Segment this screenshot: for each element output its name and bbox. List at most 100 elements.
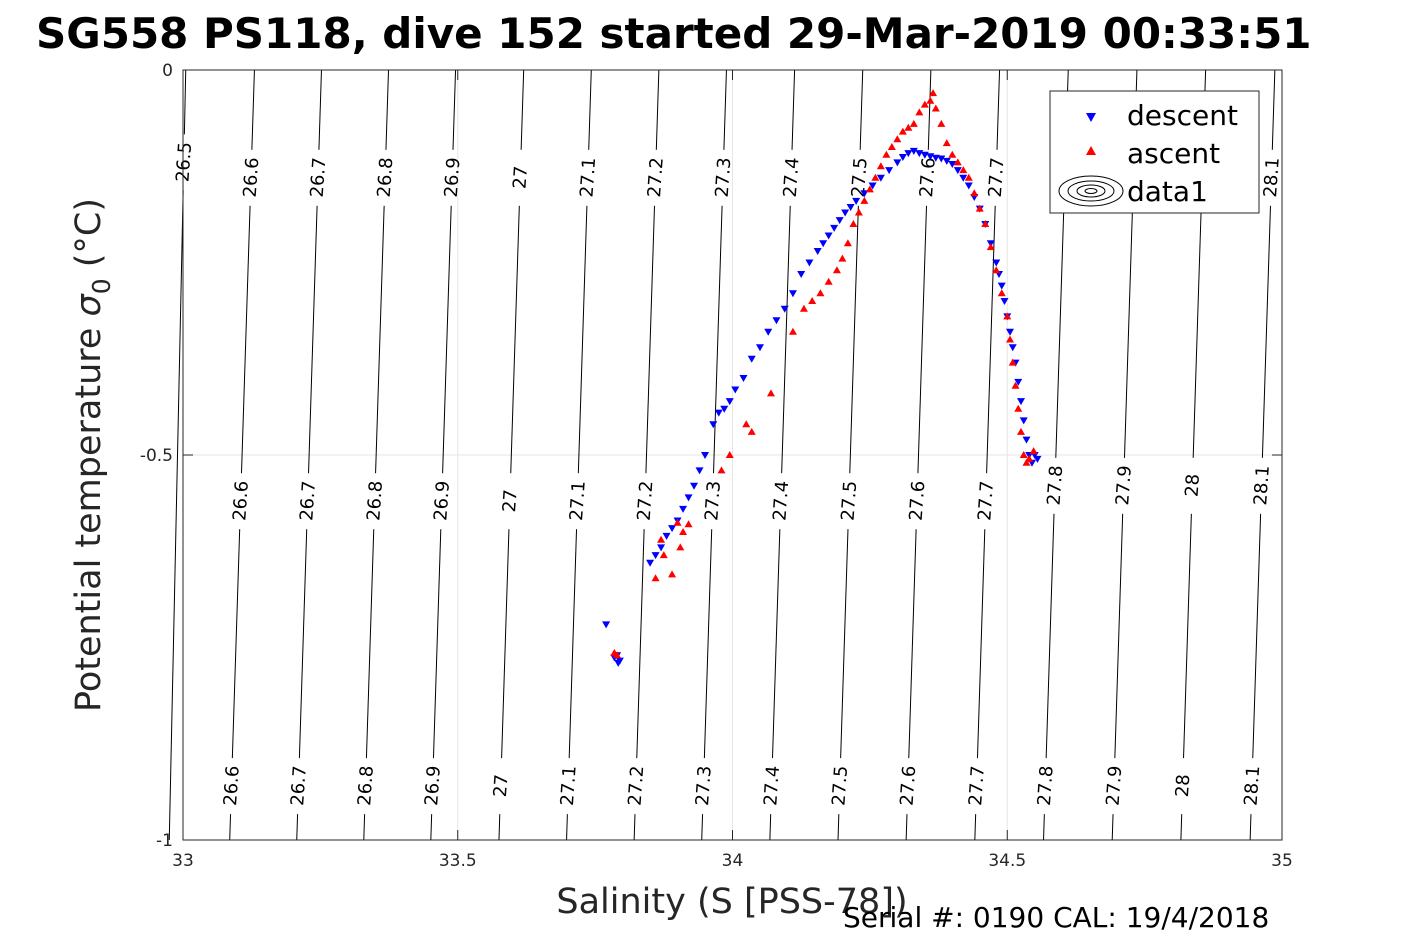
ascent-point xyxy=(915,108,924,116)
ascent-point xyxy=(876,162,885,170)
contour-label: 28 xyxy=(1182,473,1205,497)
ascent-point xyxy=(1011,381,1020,389)
descent-point xyxy=(898,154,907,162)
contour-label: 27.5 xyxy=(828,765,852,806)
descent-point xyxy=(695,467,704,475)
descent-point xyxy=(739,375,748,382)
descent-point xyxy=(690,482,699,490)
ascent-point xyxy=(1014,404,1023,412)
contour-line xyxy=(723,69,727,150)
ascent-point xyxy=(679,528,688,535)
descent-point xyxy=(614,659,623,667)
contour-line xyxy=(568,529,578,759)
contour-label: 27.5 xyxy=(848,157,872,198)
ascent-point xyxy=(742,420,751,428)
descent-point xyxy=(780,305,789,313)
data-series xyxy=(602,89,1042,667)
y-axis-label-main: Potential temperature xyxy=(69,316,109,712)
ascent-point xyxy=(1029,447,1038,455)
contour-26-7: 26.7 26.7 26.7 xyxy=(287,69,330,841)
contour-label: 26.6 xyxy=(229,480,253,521)
contour-line xyxy=(1114,513,1124,759)
descent-point xyxy=(868,182,877,190)
serial-cal-footer: Serial #: 0190 CAL: 19/4/2018 xyxy=(843,901,1269,934)
descent-point xyxy=(709,421,718,429)
contour-label: 26.6 xyxy=(220,765,244,806)
contour-label: 27.1 xyxy=(566,480,590,521)
contour-line xyxy=(713,205,723,474)
ascent-point xyxy=(1008,358,1017,366)
y-tick-label: -0.5 xyxy=(140,446,173,466)
contour-label: 27.4 xyxy=(780,157,804,198)
contour-26-9: 26.9 26.9 26.9 xyxy=(421,69,464,841)
contour-line xyxy=(1180,814,1183,841)
descent-point xyxy=(841,209,850,217)
ascent-point xyxy=(832,266,841,274)
contour-line xyxy=(771,529,781,759)
ascent-point xyxy=(970,189,979,197)
contour-label: 27.8 xyxy=(1044,465,1068,506)
ascent-point xyxy=(997,289,1006,297)
ascent-point xyxy=(824,277,833,285)
descent-point xyxy=(646,559,655,567)
contour-27-3: 27.3 27.3 27.3 xyxy=(692,69,735,841)
contour-27-5: 27.5 27.5 27.5 xyxy=(828,69,872,841)
contour-line xyxy=(588,69,592,150)
contour-label: 27.9 xyxy=(1103,765,1127,806)
contour-line xyxy=(701,814,704,841)
descent-point xyxy=(904,150,913,158)
contour-line xyxy=(1261,205,1271,458)
contour-line xyxy=(974,814,977,841)
ascent-point xyxy=(849,220,858,227)
contour-line xyxy=(908,529,917,759)
ascent-point xyxy=(871,173,880,181)
contour-line xyxy=(430,814,433,841)
contour-27-9: 27.9 27.9 xyxy=(1103,69,1138,841)
descent-point xyxy=(846,204,855,212)
ascent-point xyxy=(1019,451,1028,458)
contour-line xyxy=(840,529,849,759)
ascent-point xyxy=(1003,312,1012,320)
contour-26-6: 26.6 26.6 26.6 xyxy=(220,69,263,841)
series-ascent xyxy=(610,89,1038,659)
contour-label: 28.1 xyxy=(1260,157,1284,198)
contour-label: 27 xyxy=(509,165,532,189)
ascent-point xyxy=(937,119,946,127)
ascent-point xyxy=(668,570,677,578)
contour-label: 28.1 xyxy=(1241,765,1265,806)
descent-point xyxy=(852,197,861,205)
contour-line xyxy=(1252,513,1262,759)
contour-line xyxy=(996,69,1001,150)
contour-27-1: 27.1 27.1 27.1 xyxy=(557,69,600,841)
legend-ascent-label: ascent xyxy=(1127,137,1220,170)
contour-label: 27.2 xyxy=(644,157,668,198)
ascent-point xyxy=(1025,454,1034,462)
contour-label: 26.9 xyxy=(430,480,454,521)
ascent-point xyxy=(816,289,825,297)
descent-point xyxy=(819,240,828,248)
x-tick-label: 34.5 xyxy=(988,851,1026,871)
contour-label: 26.8 xyxy=(374,157,398,198)
contour-line xyxy=(452,69,457,150)
ascent-point xyxy=(725,451,734,458)
descent-point xyxy=(731,386,740,394)
contour-label: 27 xyxy=(490,774,513,798)
ascent-point xyxy=(799,304,808,312)
descent-point xyxy=(679,505,688,513)
ascent-point xyxy=(926,96,935,104)
ascent-point xyxy=(651,574,660,582)
descent-point xyxy=(1033,455,1042,463)
contour-line xyxy=(1043,814,1045,841)
chart-title: SG558 PS118, dive 152 started 29-Mar-201… xyxy=(36,9,1312,58)
contour-line xyxy=(231,529,241,759)
contour-label: 27.5 xyxy=(838,480,862,521)
ascent-point xyxy=(887,143,896,150)
descent-point xyxy=(876,174,885,182)
contour-line xyxy=(385,69,390,150)
contour-line xyxy=(1183,513,1192,759)
descent-point xyxy=(835,217,844,225)
ascent-point xyxy=(981,220,990,227)
contour-line xyxy=(781,205,791,474)
contour-label: 27.6 xyxy=(916,157,940,198)
legend-data1-label: data1 xyxy=(1127,175,1208,208)
